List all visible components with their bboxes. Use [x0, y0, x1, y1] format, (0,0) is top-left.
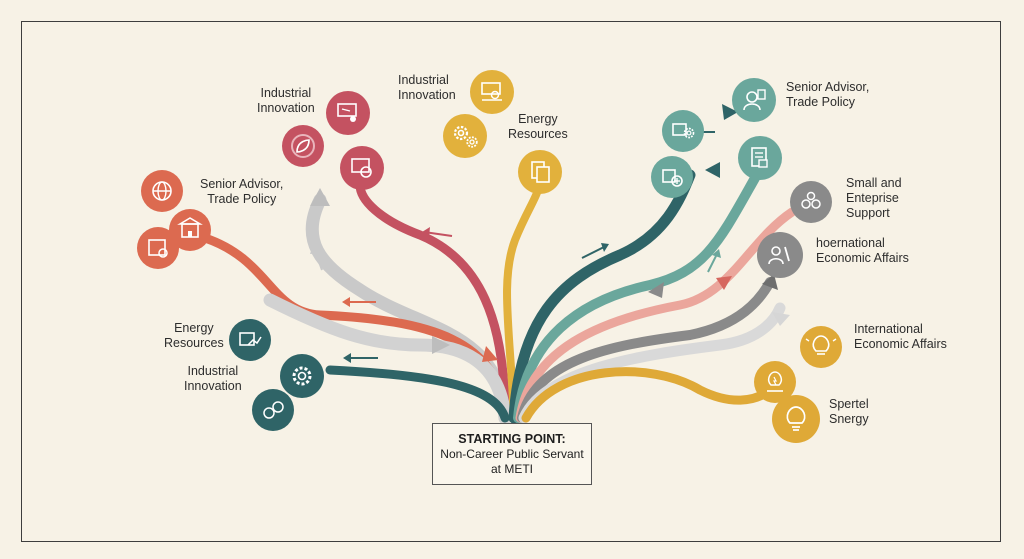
chart-card-icon: [229, 319, 271, 361]
label-industrial-innovation-left: Industrial Innovation: [184, 364, 242, 393]
coins-icon: [252, 389, 294, 431]
label-international-lower: International Economic Affairs: [854, 322, 947, 351]
building-icon: [169, 209, 211, 251]
handshake-icon: [662, 110, 704, 152]
path-to-industrial-innovation-top: [355, 180, 510, 423]
document-checklist-icon: [738, 136, 782, 180]
arrowhead: [432, 336, 450, 354]
label-senior-advisor-left: Senior Advisor, Trade Policy: [200, 177, 284, 206]
path-light-lower: [263, 293, 512, 425]
arrowhead: [705, 162, 720, 178]
gears-icon: [443, 114, 487, 158]
starting-point-line1: Non-Career Public Servant: [440, 447, 584, 461]
path-to-senior-advisor-right: [513, 173, 760, 423]
diagram-frame: [21, 21, 1001, 542]
arrowhead: [716, 276, 732, 290]
path-to-small-enterprise: [515, 207, 797, 423]
arrowhead: [722, 104, 738, 120]
arrowhead: [648, 282, 664, 298]
gear-icon: [280, 354, 324, 398]
label-industrial-innovation-center: Industrial Innovation: [398, 73, 456, 102]
person-graduation-icon: [732, 78, 776, 122]
documents-icon: [518, 150, 562, 194]
label-international-upper: hoernational Economic Affairs: [816, 236, 909, 265]
arrowhead: [762, 274, 778, 290]
lightbulb-icon: [800, 326, 842, 368]
arrowhead: [482, 346, 498, 362]
monitor-person-icon: [340, 146, 384, 190]
small-arrow: [581, 245, 607, 259]
starting-point-box: STARTING POINT: Non-Career Public Servan…: [432, 423, 592, 485]
label-industrial-innovation-top: Industrial Innovation: [257, 86, 315, 115]
path-to-international-upper: [517, 277, 775, 423]
starting-point-line2: at METI: [490, 462, 533, 476]
label-energy-resources-center: Energy Resources: [508, 112, 568, 141]
presentation-icon: [326, 91, 370, 135]
label-small-enterprise: Small and Enteprise Support: [846, 176, 902, 220]
label-spertel-snergy: Spertel Snergy: [829, 397, 869, 426]
starting-point-title: STARTING POINT:: [458, 432, 566, 446]
people-network-icon: [790, 181, 832, 223]
arrowhead: [772, 312, 790, 326]
leaf-icon: [282, 125, 324, 167]
label-senior-advisor-right: Senior Advisor, Trade Policy: [786, 80, 870, 109]
label-energy-resources-left: Energy Resources: [164, 321, 224, 350]
arrowhead: [310, 188, 330, 206]
path-to-right-cluster-dark: [508, 169, 696, 424]
lightbulb-icon: [772, 395, 820, 443]
person-desk-icon: [470, 70, 514, 114]
card-gears-icon: [651, 156, 693, 198]
path-to-left-cluster: [325, 365, 510, 423]
certificate-icon: [137, 227, 179, 269]
bulb-hand-icon: [754, 361, 796, 403]
path-to-spertel-snergy: [521, 367, 775, 423]
person-wrench-icon: [757, 232, 803, 278]
path-to-energy-resources-center: [503, 186, 542, 422]
globe-icon: [141, 170, 183, 212]
